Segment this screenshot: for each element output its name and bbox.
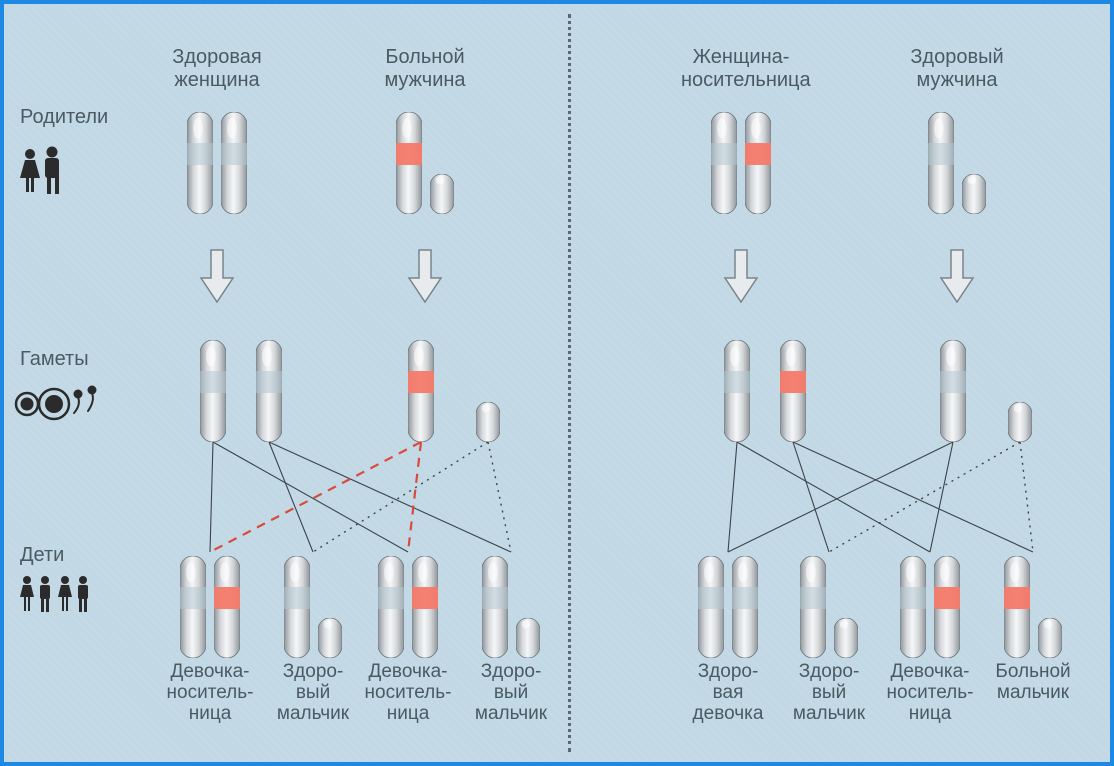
row-label-children: Дети <box>20 544 64 567</box>
children-icon <box>18 574 96 621</box>
inheritance-diagram: Родители Гаметы Дети <box>0 0 1114 766</box>
left-parent-label-0: Здоровая женщина <box>157 46 277 92</box>
arrow-down-icon <box>407 248 443 304</box>
right-parent-label-1: Здоровый мужчина <box>897 46 1017 92</box>
arrow-down-icon <box>723 248 759 304</box>
right-parent-label-0: Женщина- носитель­ница <box>681 46 801 92</box>
arrow-down-icon <box>199 248 235 304</box>
row-label-gametes: Гаметы <box>20 348 89 371</box>
parents-icon <box>18 146 66 201</box>
right-child-label-2: Девочка- носитель- ница <box>870 662 990 725</box>
left-child-label-2: Девочка- носитель- ница <box>348 662 468 725</box>
arrow-down-icon <box>939 248 975 304</box>
left-child-label-3: Здоро- вый мальчик <box>451 662 571 725</box>
right-child-label-3: Больной мальчик <box>973 662 1093 704</box>
left-parent-label-1: Больной мужчина <box>365 46 485 92</box>
center-divider <box>568 14 571 752</box>
row-label-parents: Родители <box>20 106 108 129</box>
gametes-icon <box>14 380 106 433</box>
left-child-label-0: Девочка- носитель- ница <box>150 662 270 725</box>
